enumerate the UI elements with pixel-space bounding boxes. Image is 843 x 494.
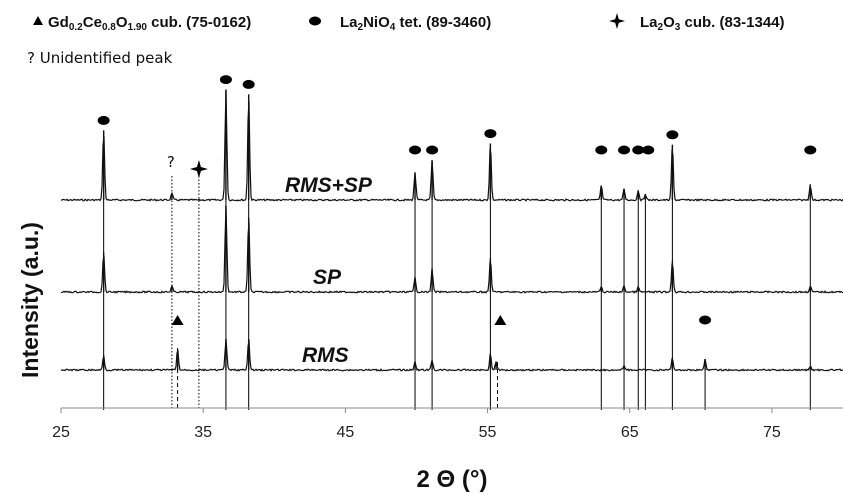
x-axis: 25 35 45 55 65 75	[52, 407, 843, 441]
la2nio4-marker	[484, 129, 497, 139]
series-label-rms-sp: RMS+SP	[285, 174, 373, 197]
la2nio4-marker	[242, 79, 255, 89]
x-axis-title: 2 Θ (°)	[417, 466, 488, 493]
la2o3-marker	[189, 160, 208, 178]
trace-rms-sp	[60, 89, 843, 202]
legend-star-icon	[609, 13, 625, 29]
traces	[60, 89, 843, 372]
la2nio4-marker	[699, 315, 712, 325]
y-axis-title: Intensity (a.u.)	[17, 222, 43, 378]
la2nio4-marker	[642, 145, 655, 155]
la2nio4-marker	[618, 145, 631, 155]
la2nio4-marker	[595, 145, 608, 155]
unidentified-peak-note: ? Unidentified peak	[27, 49, 173, 67]
trace-sp	[60, 206, 843, 294]
la2nio4-marker	[426, 145, 439, 155]
legend-entry-0: Gd0.2Ce0.8O1.90 cub. (75-0162)	[48, 14, 251, 33]
legend-ellipse-icon	[309, 16, 321, 26]
la2nio4-marker	[666, 130, 679, 140]
legend-entry-1: La2NiO4 tet. (89-3460)	[340, 14, 491, 33]
la2nio4-marker	[219, 75, 232, 85]
trace-rms	[60, 339, 843, 372]
x-tick-label: 55	[479, 424, 497, 441]
gdc-marker	[494, 315, 507, 325]
x-tick-label: 45	[336, 424, 354, 441]
legend: Gd0.2Ce0.8O1.90 cub. (75-0162) La2NiO4 te…	[33, 13, 785, 33]
legend-triangle-icon	[33, 16, 43, 25]
gdc-marker	[171, 315, 184, 325]
series-labels: RMS+SP SP RMS	[285, 174, 373, 367]
la2nio4-marker	[409, 145, 422, 155]
peak-markers: ?	[97, 75, 817, 325]
x-tick-label: 25	[52, 424, 70, 441]
la2nio4-marker	[97, 115, 110, 125]
x-tick-label: 35	[194, 424, 212, 441]
la2nio4-marker	[804, 145, 817, 155]
x-tick-label: 65	[621, 424, 639, 441]
la2nio4-marker	[632, 145, 645, 155]
series-label-sp: SP	[313, 266, 342, 289]
x-tick-label: 75	[763, 424, 781, 441]
series-label-rms: RMS	[302, 344, 349, 367]
unidentified-peak-mark: ?	[167, 153, 175, 171]
legend-entry-2: La2O3 cub. (83-1344)	[640, 14, 785, 33]
